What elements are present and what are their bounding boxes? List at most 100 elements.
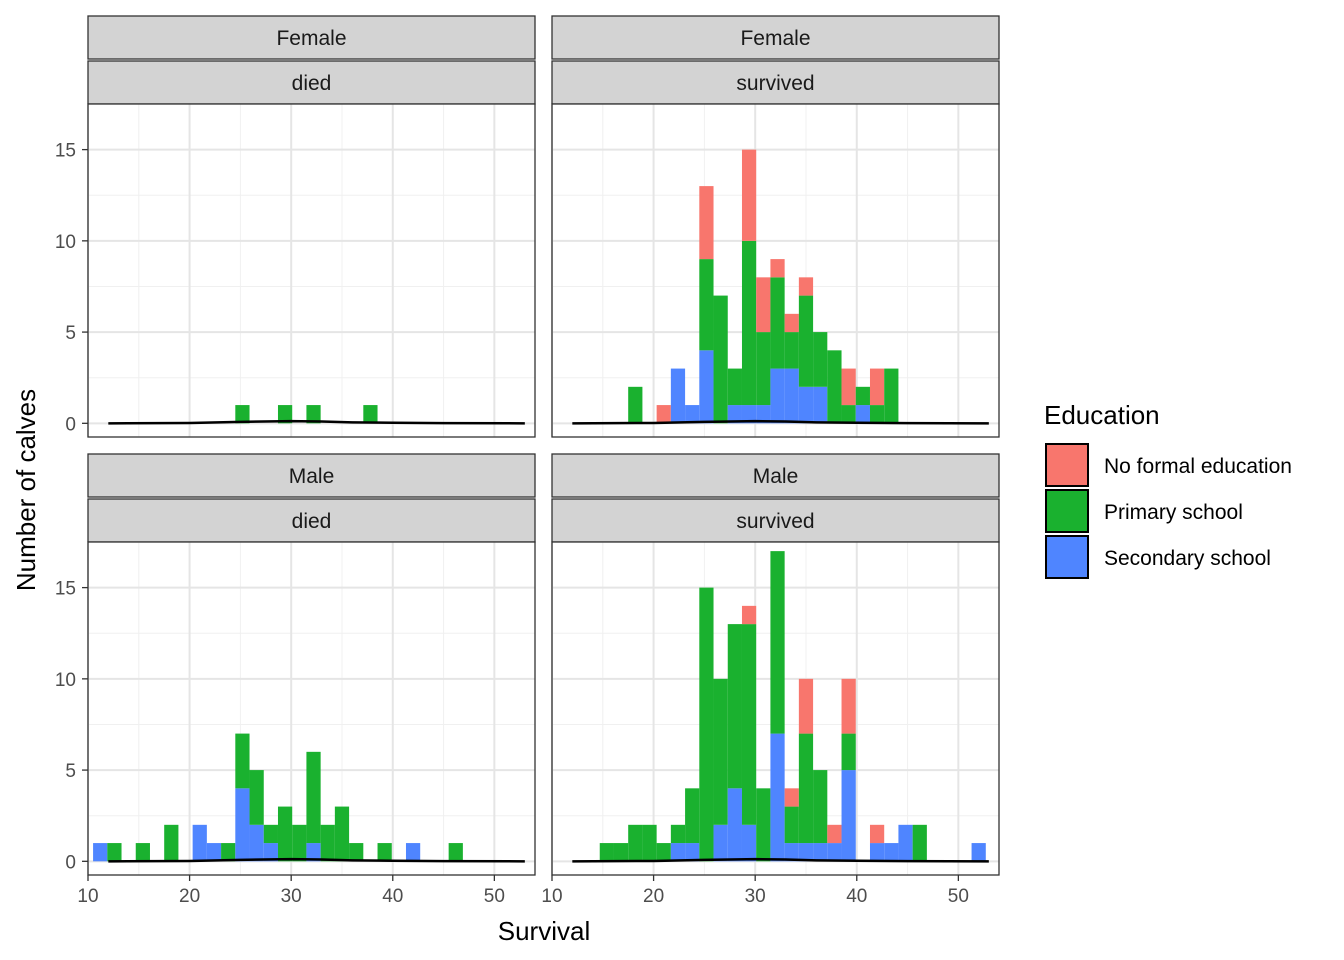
histogram-bar-secondary xyxy=(784,843,799,862)
histogram-bar-secondary xyxy=(741,405,757,424)
x-tick-label: 30 xyxy=(745,886,766,907)
histogram-bar-primary xyxy=(912,824,927,862)
y-tick-label: 10 xyxy=(55,232,76,253)
y-axis-title: Number of calves xyxy=(11,389,41,591)
histogram-bar-none xyxy=(827,824,842,844)
histogram-bar-primary xyxy=(770,551,785,734)
histogram-bar-secondary xyxy=(798,843,814,862)
histogram-bar-primary xyxy=(363,405,378,424)
histogram-bar-primary xyxy=(235,405,250,424)
histogram-bar-primary xyxy=(827,350,842,424)
histogram-bar-primary xyxy=(813,770,828,844)
facet-strip-label: Male xyxy=(289,465,335,488)
histogram-bar-secondary xyxy=(813,386,828,424)
histogram-bar-secondary xyxy=(855,405,870,424)
x-tick-label: 30 xyxy=(281,886,302,907)
x-tick-label: 10 xyxy=(77,886,98,907)
histogram-bar-secondary xyxy=(813,843,828,862)
histogram-bar-secondary xyxy=(827,843,842,862)
histogram-bar-secondary xyxy=(306,843,321,862)
y-tick-label: 15 xyxy=(55,141,76,162)
histogram-bar-none xyxy=(656,405,671,424)
facet-strip xyxy=(551,498,1000,543)
histogram-bar-none xyxy=(869,824,885,844)
histogram-bar-primary xyxy=(699,587,714,862)
facet-strip xyxy=(87,60,536,105)
legend-key xyxy=(1045,489,1089,533)
histogram-bar-secondary xyxy=(685,843,700,862)
facet-strip-label: survived xyxy=(736,72,814,95)
histogram-bar-secondary xyxy=(884,843,899,862)
histogram-bar-primary xyxy=(249,770,264,825)
histogram-bar-primary xyxy=(277,806,293,862)
histogram-bar-primary xyxy=(784,332,799,369)
histogram-bar-primary xyxy=(164,824,179,862)
facet-strip-label: Male xyxy=(753,465,799,488)
histogram-bar-primary xyxy=(235,733,250,789)
histogram-bar-primary xyxy=(670,824,686,844)
x-tick-label: 50 xyxy=(948,886,969,907)
histogram-bar-primary xyxy=(770,277,785,369)
histogram-bar-primary xyxy=(107,843,122,862)
legend-key xyxy=(1045,535,1089,579)
histogram-bar-primary xyxy=(798,733,814,844)
histogram-bar-primary xyxy=(306,405,321,424)
y-tick-label: 5 xyxy=(65,323,76,344)
histogram-bar-secondary xyxy=(670,843,686,862)
y-tick-label: 10 xyxy=(55,670,76,691)
histogram-bar-primary xyxy=(855,386,870,406)
histogram-bar-secondary xyxy=(756,405,771,424)
histogram-bar-primary xyxy=(798,295,814,387)
histogram-bar-none xyxy=(784,788,799,807)
histogram-bar-secondary xyxy=(727,405,742,424)
histogram-bar-primary xyxy=(699,259,714,351)
x-tick-label: 20 xyxy=(643,886,664,907)
panel-border xyxy=(87,541,536,876)
y-tick-label: 0 xyxy=(65,414,76,435)
legend: Education No formal education Primary sch… xyxy=(1044,400,1292,579)
histogram-bar-none xyxy=(784,313,799,333)
histogram-bar-secondary xyxy=(798,386,814,424)
histogram-bar-none xyxy=(869,368,885,406)
panel-border xyxy=(87,103,536,438)
histogram-bar-primary xyxy=(741,624,757,825)
histogram-bar-secondary xyxy=(841,770,856,862)
facet-strip-label: Female xyxy=(276,27,346,50)
histogram-bar-none xyxy=(741,605,757,625)
facet-strip xyxy=(551,60,1000,105)
density-line xyxy=(108,419,525,425)
histogram-bar-primary xyxy=(292,824,307,862)
histogram-bar-primary xyxy=(599,843,614,862)
histogram-bar-primary xyxy=(884,368,899,424)
x-tick-label: 40 xyxy=(382,886,403,907)
histogram-bar-primary xyxy=(727,624,742,789)
histogram-bar-secondary xyxy=(699,350,714,424)
y-tick-label: 15 xyxy=(55,579,76,600)
histogram-bar-primary xyxy=(841,733,856,771)
histogram-bar-primary xyxy=(263,824,278,844)
histogram-bar-none xyxy=(770,259,785,278)
histogram-bar-primary xyxy=(277,405,293,424)
legend-label: Primary school xyxy=(1104,501,1243,524)
histogram-bar-primary xyxy=(656,843,671,862)
x-tick-label: 10 xyxy=(541,886,562,907)
histogram-bar-primary xyxy=(813,332,828,387)
facet-strip-label: Female xyxy=(740,27,810,50)
facet-strip-label: survived xyxy=(736,510,814,533)
histogram-bar-primary xyxy=(841,405,856,424)
histogram-bar-primary xyxy=(784,806,799,844)
histogram-bar-secondary xyxy=(206,843,222,862)
histogram-bar-primary xyxy=(628,386,643,424)
histogram-bar-secondary xyxy=(713,824,728,862)
histogram-bar-secondary xyxy=(249,824,264,862)
histogram-bar-secondary xyxy=(263,843,278,862)
panel-border xyxy=(551,103,1000,438)
histogram-bar-secondary xyxy=(235,788,250,862)
x-tick-label: 20 xyxy=(179,886,200,907)
facet-strip xyxy=(87,498,536,543)
histogram-bar-secondary xyxy=(898,824,913,862)
histogram-bar-secondary xyxy=(670,368,686,424)
histogram-bar-none xyxy=(841,678,856,734)
density-line xyxy=(572,857,989,863)
